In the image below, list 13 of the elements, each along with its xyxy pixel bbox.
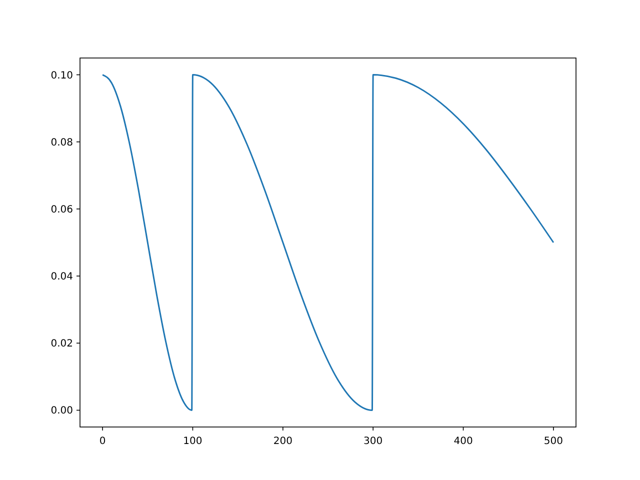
y-tick-label: 0.04 bbox=[50, 272, 73, 283]
y-tick-label: 0.10 bbox=[50, 70, 73, 82]
y-tick-label: 0.02 bbox=[50, 338, 73, 350]
x-tick-label: 200 bbox=[273, 436, 292, 447]
line-series bbox=[102, 74, 554, 411]
x-tick-label: 400 bbox=[454, 436, 473, 447]
x-tick-label: 100 bbox=[183, 436, 202, 447]
x-tick-label: 300 bbox=[364, 436, 383, 447]
x-tick-label: 0 bbox=[99, 436, 106, 447]
y-tick-label: 0.08 bbox=[50, 137, 73, 148]
y-tick-label: 0.06 bbox=[50, 204, 73, 216]
y-tick-label: 0.00 bbox=[50, 406, 73, 417]
x-tick-label: 500 bbox=[544, 436, 563, 447]
